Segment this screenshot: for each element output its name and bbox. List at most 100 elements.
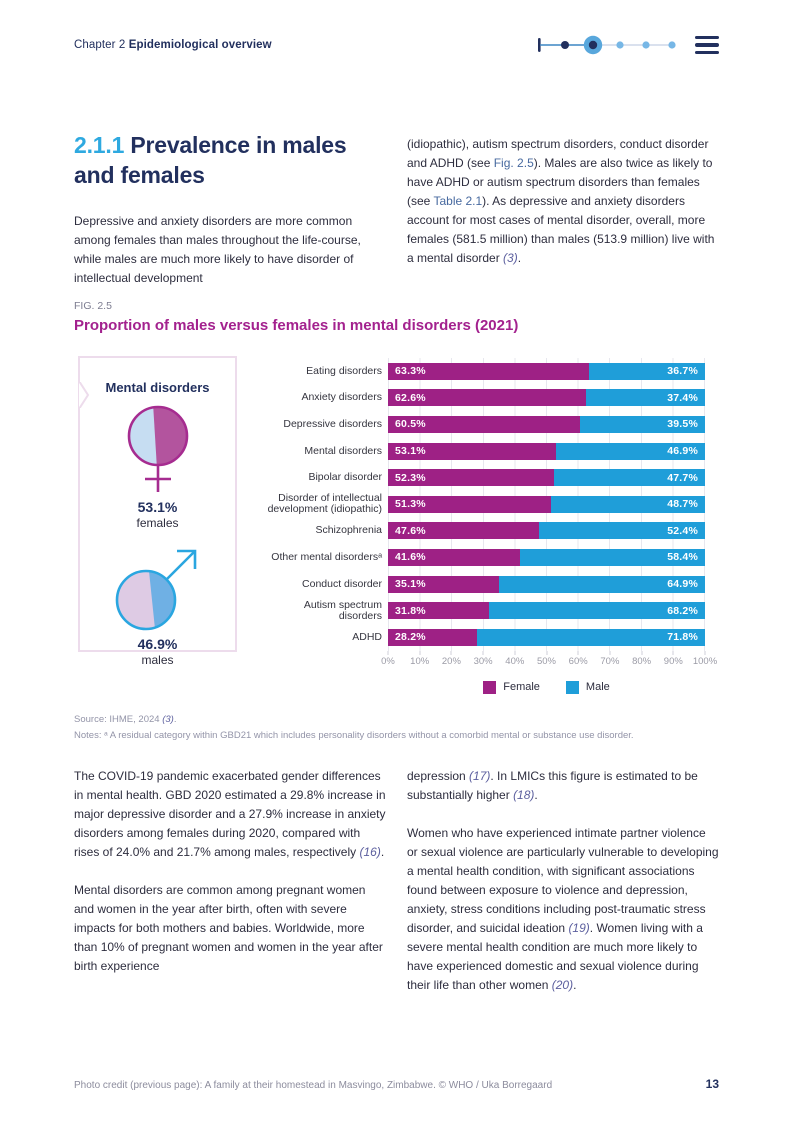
chart-category-label: Disorder of intellectual development (id… xyxy=(267,492,382,516)
male-percentage-label: males xyxy=(141,653,174,667)
chapter-progress-indicator[interactable] xyxy=(537,34,677,56)
chart-category-label: Bipolar disorder xyxy=(308,471,382,484)
page-header: Chapter 2 Epidemiological overview xyxy=(0,0,793,56)
female-percentage-label: females xyxy=(136,516,179,530)
axis-tick-label: 30% xyxy=(473,655,493,667)
body-paragraph-2: Mental disorders are common among pregna… xyxy=(74,882,383,973)
female-bar-segment: 53.1% xyxy=(388,442,557,460)
chart-category-label: Depressive disorders xyxy=(283,417,382,430)
bar-value-label: 36.7% xyxy=(667,365,698,378)
mental-disorders-callout: Mental disorders 53.1% females xyxy=(78,356,237,667)
male-bar-segment: 64.9% xyxy=(499,575,705,593)
bar-value-label: 71.8% xyxy=(667,631,698,644)
body-paragraph-4: Women who have experienced intimate part… xyxy=(407,825,719,992)
section-heading: 2.1.1 Prevalence in males and females xyxy=(74,130,386,190)
legend-label: Male xyxy=(585,681,610,694)
female-bar-segment: 41.6% xyxy=(388,548,520,566)
axis-tick-label: 0% xyxy=(381,655,395,667)
legend-item-female: Female xyxy=(483,680,540,694)
axis-tick-label: 80% xyxy=(632,655,652,667)
page-number: 13 xyxy=(705,1077,719,1091)
figure-2-5: FIG. 2.5 Proportion of males versus fema… xyxy=(0,300,793,741)
bar-value-label: 58.4% xyxy=(667,551,698,564)
reference-link[interactable]: (18) xyxy=(513,787,535,802)
reference-link[interactable]: (20) xyxy=(551,977,574,992)
chart-category-label: Other mental disordersᵃ xyxy=(271,550,382,563)
chart-bar-track: 63.3% 36.7% xyxy=(388,362,705,380)
female-bar-segment: 52.3% xyxy=(388,469,554,487)
intro-paragraph-left: Depressive and anxiety disorders are mor… xyxy=(74,214,361,285)
chart-category-label: Conduct disorder xyxy=(302,577,382,590)
bar-value-label: 47.7% xyxy=(667,471,698,484)
bar-value-label: 60.5% xyxy=(395,418,426,431)
chart-axis: 0% 10% 20% 30% 40% 50% 60% 70% 80% 90% 100% xyxy=(381,650,717,669)
axis-tick-mark xyxy=(609,650,611,655)
chart-bar-track: 28.2% 71.8% xyxy=(388,628,705,646)
section-number: 2.1.1 xyxy=(74,132,125,158)
chart-row: Disorder of intellectual development (id… xyxy=(237,491,705,518)
chart-bar-track: 60.5% 39.5% xyxy=(388,415,705,433)
axis-tick-mark xyxy=(672,650,674,655)
chart-bar-track: 52.3% 47.7% xyxy=(388,469,705,487)
axis-tick-label: 10% xyxy=(410,655,430,667)
chapter-breadcrumb: Chapter 2 Epidemiological overview xyxy=(74,39,272,51)
intro-section: 2.1.1 Prevalence in males and females De… xyxy=(0,130,793,288)
axis-tick-label: 60% xyxy=(568,655,588,667)
female-bar-segment: 47.6% xyxy=(388,522,539,540)
cross-reference-link[interactable]: Table 2.1 xyxy=(433,194,483,208)
chart-category-label: Schizophrenia xyxy=(315,524,382,537)
female-symbol-pie-icon xyxy=(127,405,188,492)
bar-value-label: 41.6% xyxy=(395,551,426,564)
reference-link[interactable]: (16) xyxy=(359,844,381,859)
axis-tick-mark xyxy=(577,650,579,655)
chart-row: Anxiety disorders 62.6% 37.4% xyxy=(237,385,705,412)
male-bar-segment: 39.5% xyxy=(579,415,705,433)
figure-notes: Notes: ᵃ A residual category within GBD2… xyxy=(74,729,634,741)
legend-label: Female xyxy=(503,681,540,694)
axis-tick-mark xyxy=(641,650,643,655)
female-bar-segment: 63.3% xyxy=(388,362,589,380)
axis-tick-label: 50% xyxy=(536,655,557,667)
axis-tick-mark xyxy=(450,650,452,655)
reference-link[interactable]: (3) xyxy=(162,713,174,725)
male-bar-segment: 36.7% xyxy=(588,362,705,380)
section-title: Prevalence in males and females xyxy=(74,132,347,188)
male-bar-segment: 52.4% xyxy=(538,522,705,540)
male-bar-segment: 58.4% xyxy=(519,548,705,566)
reference-link[interactable]: (17) xyxy=(469,768,491,783)
chart-row: Other mental disordersᵃ 41.6% 58.4% xyxy=(237,544,705,571)
intro-right-column: (idiopathic), autism spectrum disorders,… xyxy=(407,130,719,288)
male-symbol-pie-icon xyxy=(115,549,196,631)
cross-reference-link[interactable]: Fig. 2.5 xyxy=(493,156,534,170)
bar-value-label: 51.3% xyxy=(395,498,426,511)
chapter-number: Chapter 2 xyxy=(74,39,126,51)
chart-bar-track: 41.6% 58.4% xyxy=(388,548,705,566)
chart-legend: Female Male xyxy=(388,680,705,694)
chart-row: ADHD 28.2% 71.8% xyxy=(237,624,705,651)
axis-tick-mark xyxy=(514,650,516,655)
callout-notch xyxy=(78,382,90,408)
reference-link[interactable]: (3) xyxy=(503,251,518,265)
female-bar-segment: 60.5% xyxy=(388,415,580,433)
male-bar-segment: 68.2% xyxy=(488,602,705,620)
bar-value-label: 47.6% xyxy=(395,524,426,537)
bar-value-label: 52.3% xyxy=(395,471,426,484)
axis-tick-mark xyxy=(387,650,389,655)
menu-icon[interactable] xyxy=(695,35,719,55)
intro-left-column: 2.1.1 Prevalence in males and females De… xyxy=(74,130,386,288)
male-bar-segment: 47.7% xyxy=(553,469,705,487)
body-right-column: depression (17). In LMICs this figure is… xyxy=(407,767,719,995)
page-footer: Photo credit (previous page): A family a… xyxy=(74,1077,719,1091)
bar-value-label: 39.5% xyxy=(667,418,698,431)
bar-value-label: 35.1% xyxy=(395,578,426,591)
chart-category-label: Mental disorders xyxy=(304,444,382,457)
bar-value-label: 52.4% xyxy=(667,524,698,537)
reference-link[interactable]: (19) xyxy=(568,920,590,935)
bar-value-label: 68.2% xyxy=(667,604,698,617)
axis-tick-label: 90% xyxy=(663,655,683,667)
female-bar-segment: 28.2% xyxy=(388,628,478,646)
axis-tick-label: 40% xyxy=(505,655,525,667)
chart-category-label: Anxiety disorders xyxy=(301,391,382,404)
body-paragraph-3: depression (17). In LMICs this figure is… xyxy=(407,768,698,802)
axis-tick-label: 100% xyxy=(692,655,718,667)
